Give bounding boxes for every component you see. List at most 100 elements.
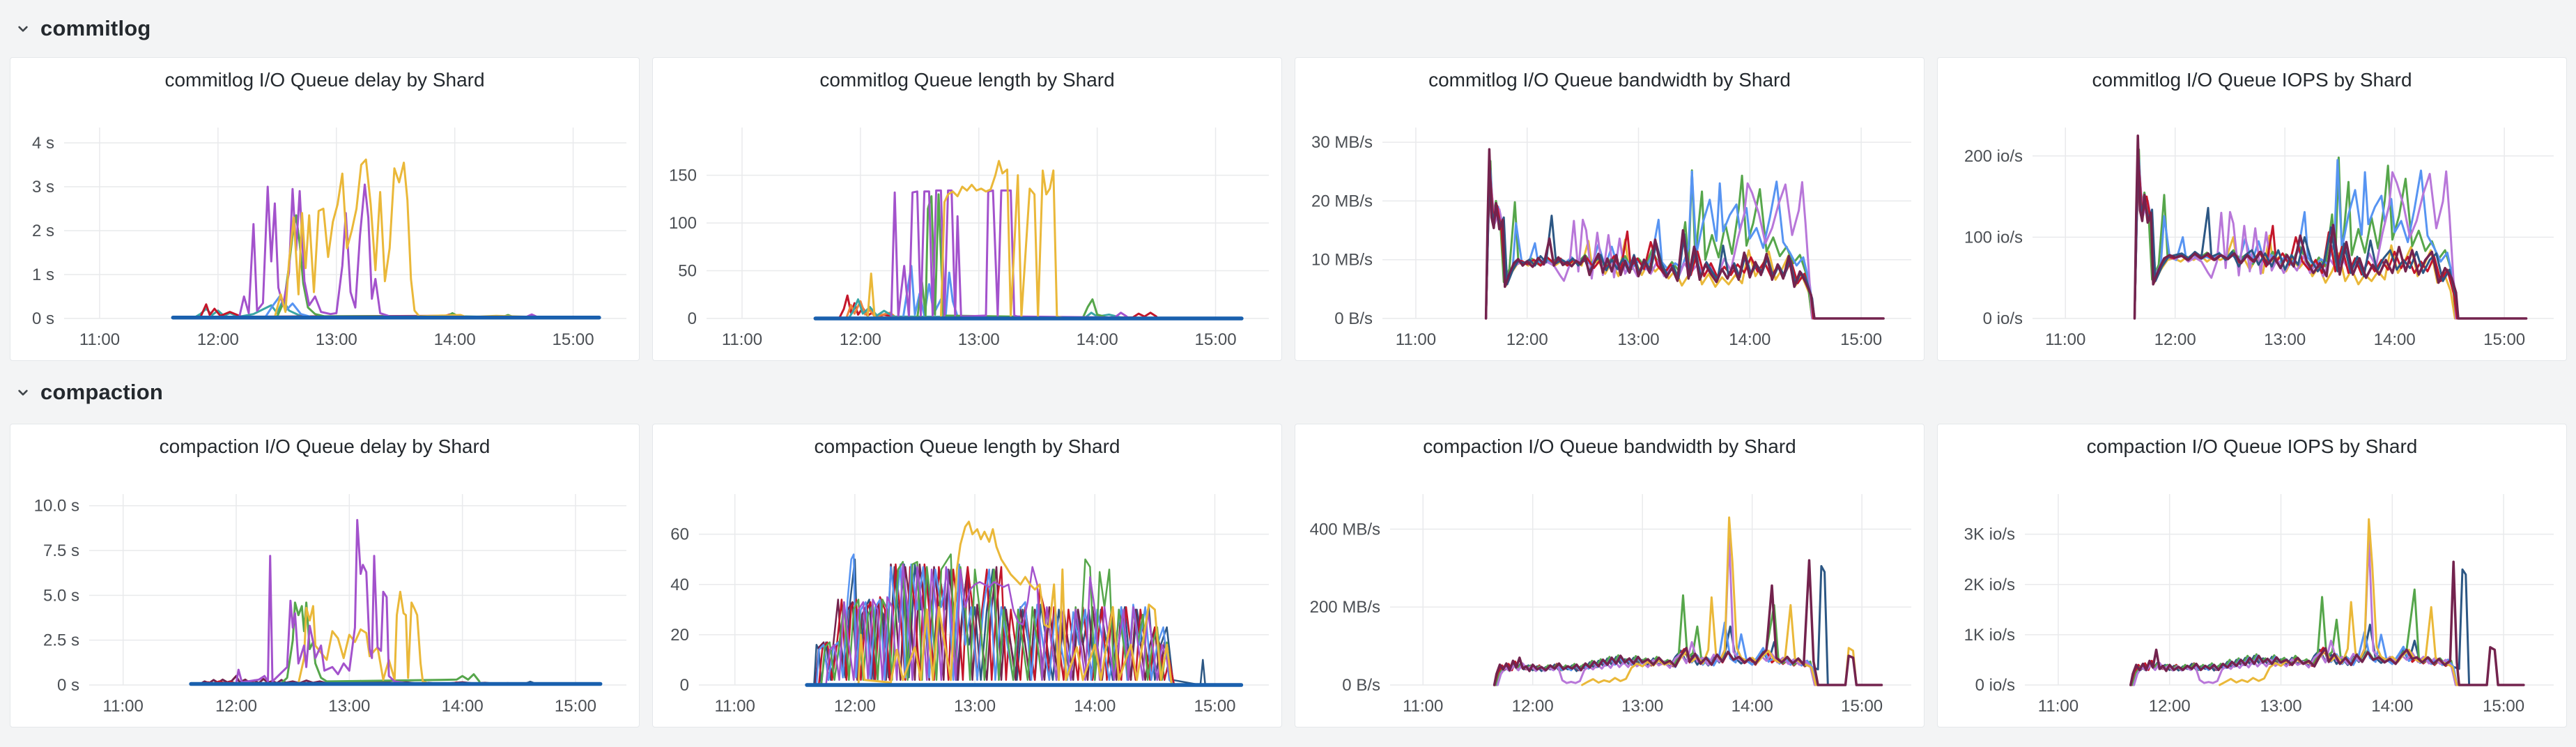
panels-row-commitlog: commitlog I/O Queue delay by Shard 11:00 1… — [0, 57, 2576, 361]
series-line-yellow — [2219, 518, 2499, 686]
panel: commitlog I/O Queue IOPS by Shard 11:00 12… — [1937, 57, 2567, 361]
panel-title[interactable]: commitlog Queue length by Shard — [819, 69, 1115, 91]
y-tick-label: 1K io/s — [1964, 626, 2015, 645]
y-tick-label: 2K io/s — [1964, 576, 2015, 594]
series-line-green — [916, 193, 1106, 320]
x-tick-label: 13:00 — [2260, 697, 2301, 716]
panel: commitlog I/O Queue delay by Shard 11:00 1… — [10, 57, 640, 361]
timeseries-chart[interactable]: 11:00 12:00 13:00 14:00 15:00 0 B/s 200 MB/s 40… — [1295, 424, 1924, 727]
x-tick-label: 14:00 — [442, 697, 484, 716]
y-tick-label: 10.0 s — [34, 497, 79, 516]
panels-row-compaction: compaction I/O Queue delay by Shard 11:00… — [0, 424, 2576, 727]
x-tick-label: 12:00 — [840, 330, 881, 349]
x-tick-label: 13:00 — [954, 697, 996, 716]
x-tick-label: 12:00 — [2149, 697, 2191, 716]
series-line-green — [280, 601, 481, 684]
x-tick-label: 14:00 — [434, 330, 476, 349]
timeseries-chart[interactable]: 11:00 12:00 13:00 14:00 15:00 0 io/s 100 io/s 2… — [1938, 58, 2566, 360]
x-tick-label: 13:00 — [316, 330, 357, 349]
y-tick-label: 2.5 s — [43, 631, 79, 650]
panel: compaction I/O Queue IOPS by Shard 11:00 1… — [1937, 424, 2567, 727]
panel-title[interactable]: commitlog I/O Queue IOPS by Shard — [2092, 69, 2412, 91]
series-line-maroon — [1493, 559, 1883, 686]
timeseries-chart[interactable]: 11:00 12:00 13:00 14:00 15:00 0 io/s 1K io/s 2K… — [1938, 424, 2566, 727]
x-tick-label: 13:00 — [2264, 330, 2306, 349]
panel-title[interactable]: compaction Queue length by Shard — [814, 436, 1120, 457]
y-tick-label: 3K io/s — [1964, 525, 2015, 544]
y-tick-label: 0 B/s — [1334, 309, 1373, 328]
series-line-orange — [845, 300, 897, 320]
chevron-down-icon — [14, 20, 32, 38]
panel-title[interactable]: compaction I/O Queue bandwidth by Shard — [1423, 436, 1796, 457]
y-tick-label: 100 io/s — [1964, 228, 2023, 247]
y-tick-label: 0 s — [32, 309, 54, 328]
x-tick-label: 12:00 — [215, 697, 257, 716]
x-tick-label: 12:00 — [834, 697, 876, 716]
x-tick-label: 11:00 — [79, 330, 120, 349]
row-header-commitlog[interactable]: commitlog — [0, 0, 2576, 57]
y-tick-label: 10 MB/s — [1311, 251, 1373, 270]
series-line-yellow — [866, 160, 1063, 320]
y-tick-label: 0 — [680, 676, 689, 695]
x-tick-label: 14:00 — [2374, 330, 2416, 349]
x-tick-label: 11:00 — [1403, 697, 1443, 716]
y-tick-label: 200 MB/s — [1310, 598, 1380, 617]
x-tick-label: 12:00 — [1512, 697, 1554, 716]
x-tick-label: 13:00 — [328, 697, 370, 716]
x-tick-label: 12:00 — [2154, 330, 2196, 349]
x-tick-label: 15:00 — [1840, 330, 1882, 349]
y-tick-label: 0 s — [57, 676, 79, 695]
x-tick-label: 15:00 — [1195, 330, 1237, 349]
timeseries-chart[interactable]: 11:00 12:00 13:00 14:00 15:00 0 B/s 10 MB/s 20 … — [1295, 58, 1924, 360]
x-tick-label: 11:00 — [103, 697, 144, 716]
x-tick-label: 11:00 — [715, 697, 755, 716]
y-tick-label: 50 — [678, 262, 697, 281]
x-tick-label: 13:00 — [958, 330, 1000, 349]
panel: compaction I/O Queue bandwidth by Shard 1… — [1295, 424, 1925, 727]
series-line-maroon — [2133, 134, 2528, 320]
y-tick-label: 400 MB/s — [1310, 520, 1380, 539]
panel-title[interactable]: commitlog I/O Queue delay by Shard — [164, 69, 485, 91]
row-header-compaction[interactable]: compaction — [0, 361, 2576, 424]
series-line-yellow — [273, 158, 527, 318]
y-tick-label: 5.0 s — [43, 586, 79, 605]
y-tick-label: 40 — [670, 576, 689, 594]
y-tick-label: 0 io/s — [1975, 676, 2015, 695]
panel-title[interactable]: compaction I/O Queue delay by Shard — [159, 436, 491, 457]
x-tick-label: 14:00 — [1732, 697, 1773, 716]
panel-title[interactable]: compaction I/O Queue IOPS by Shard — [2086, 436, 2418, 457]
x-tick-label: 15:00 — [2483, 697, 2524, 716]
series-line-purple — [890, 189, 1128, 320]
series-line-yellow — [857, 521, 1173, 686]
y-tick-label: 0 io/s — [1983, 309, 2023, 328]
timeseries-chart[interactable]: 11:00 12:00 13:00 14:00 15:00 0 20 40 60 — [653, 424, 1281, 727]
y-tick-label: 20 MB/s — [1311, 192, 1373, 210]
series-line-green — [2134, 148, 2458, 320]
panel: commitlog I/O Queue bandwidth by Shard 11… — [1295, 57, 1925, 361]
row-label: commitlog — [40, 16, 151, 40]
x-tick-label: 11:00 — [1396, 330, 1436, 349]
row-label: compaction — [40, 380, 163, 404]
x-tick-label: 15:00 — [553, 330, 594, 349]
x-tick-label: 14:00 — [1077, 330, 1118, 349]
y-tick-label: 0 B/s — [1342, 676, 1380, 695]
panel-title[interactable]: commitlog I/O Queue bandwidth by Shard — [1428, 69, 1791, 91]
panel: commitlog Queue length by Shard 11:00 12:0… — [652, 57, 1282, 361]
y-tick-label: 200 io/s — [1964, 147, 2023, 166]
y-tick-label: 7.5 s — [43, 541, 79, 560]
series-line-green — [1485, 160, 1814, 320]
timeseries-chart[interactable]: 11:00 12:00 13:00 14:00 15:00 0 50 100 150 — [653, 58, 1281, 360]
x-tick-label: 14:00 — [1074, 697, 1116, 716]
series-line-navy — [1493, 564, 1829, 686]
x-tick-label: 12:00 — [197, 330, 239, 349]
y-tick-label: 4 s — [32, 134, 54, 153]
x-tick-label: 14:00 — [2371, 697, 2413, 716]
timeseries-chart[interactable]: 11:00 12:00 13:00 14:00 15:00 0 s 1 s 2 s 3 s 4 s — [10, 58, 639, 360]
x-tick-label: 11:00 — [2045, 330, 2085, 349]
series-line-purple — [825, 563, 1173, 686]
y-tick-label: 20 — [670, 626, 689, 645]
x-tick-label: 11:00 — [722, 330, 762, 349]
series-line-red — [1485, 176, 1814, 320]
timeseries-chart[interactable]: 11:00 12:00 13:00 14:00 15:00 0 s 2.5 s 5.0 s 7.… — [10, 424, 639, 727]
